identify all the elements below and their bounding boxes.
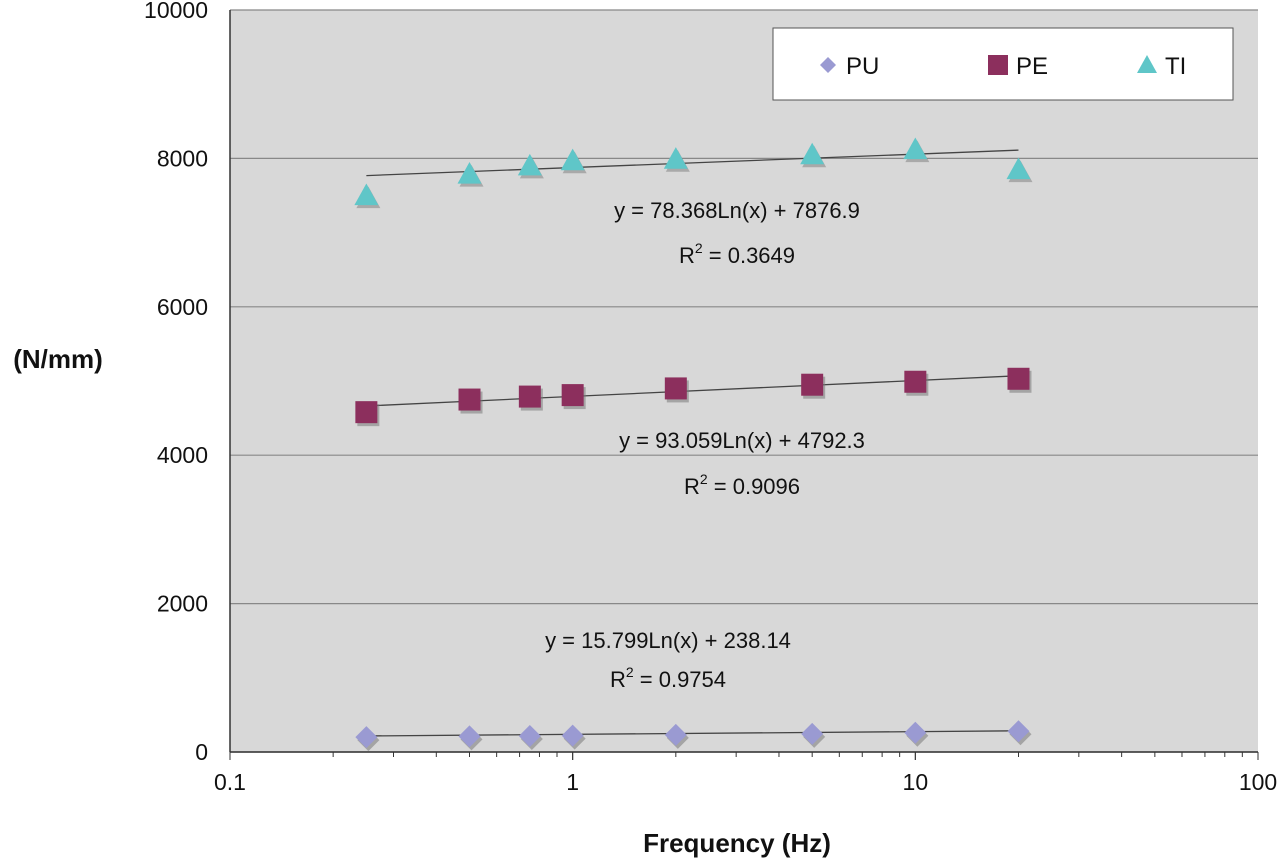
data-point-pu <box>518 725 543 751</box>
plot-area <box>230 10 1258 752</box>
legend-label-pe: PE <box>1016 53 1048 80</box>
y-tick-label: 8000 <box>157 145 208 171</box>
y-tick-label: 4000 <box>157 442 208 468</box>
data-point-ti <box>1006 157 1033 183</box>
x-tick-labels: 0.1 1 10 100 <box>214 769 1277 795</box>
r2-exponent: 2 <box>700 471 708 487</box>
y-tick-label: 0 <box>195 739 208 765</box>
trend-r2-ti: R2 = 0.3649 <box>679 240 795 268</box>
data-point-pu <box>1007 720 1032 746</box>
x-tick-label: 0.1 <box>214 769 246 795</box>
x-tick-label: 1 <box>566 769 579 795</box>
data-point-pe <box>518 385 543 411</box>
data-point-ti <box>903 137 930 163</box>
legend-label-ti: TI <box>1165 53 1186 80</box>
data-point-pu <box>664 723 689 749</box>
legend: PU PE TI <box>772 27 1234 101</box>
r2-value: = 0.3649 <box>703 243 795 268</box>
data-point-pe <box>904 370 929 396</box>
data-point-pu <box>561 724 586 750</box>
data-point-pe <box>801 373 826 399</box>
legend-marker-pe <box>988 55 1008 75</box>
y-tick-label: 2000 <box>157 591 208 617</box>
x-tick-label: 100 <box>1239 769 1277 795</box>
r2-symbol: R <box>679 243 695 268</box>
legend-label-pu: PU <box>846 53 879 80</box>
legend-marker-ti <box>1137 55 1157 73</box>
trend-r2-pe: R2 = 0.9096 <box>684 471 800 499</box>
r2-value: = 0.9754 <box>634 667 726 692</box>
data-point-pu <box>458 725 483 751</box>
legend-marker-pu <box>820 57 836 73</box>
y-axis-title: (N/mm) <box>13 344 103 374</box>
data-point-ti <box>560 148 587 174</box>
trend-r2-pu: R2 = 0.9754 <box>610 664 726 692</box>
data-point-pu <box>801 722 826 748</box>
data-point-pe <box>1007 367 1032 393</box>
y-tick-label: 10000 <box>144 0 208 23</box>
data-point-ti <box>354 183 381 209</box>
r2-value: = 0.9096 <box>708 474 800 499</box>
x-axis-title: Frequency (Hz) <box>643 828 831 858</box>
trend-equation-pu: y = 15.799Ln(x) + 238.14 <box>545 628 791 653</box>
r2-exponent: 2 <box>626 664 634 680</box>
data-point-pe <box>355 401 380 427</box>
legend-items: PU PE TI <box>820 53 1186 80</box>
r2-symbol: R <box>684 474 700 499</box>
x-minor-ticks <box>229 752 1259 760</box>
data-point-pe <box>561 384 586 410</box>
r2-symbol: R <box>610 667 626 692</box>
data-point-pu <box>355 726 380 752</box>
y-tick-labels: 0 2000 4000 6000 8000 10000 <box>144 0 208 765</box>
r2-exponent: 2 <box>695 240 703 256</box>
data-points <box>354 137 1033 752</box>
data-point-pe <box>458 388 483 414</box>
data-point-pu <box>904 721 929 747</box>
y-tick-label: 6000 <box>157 294 208 320</box>
data-point-pe <box>664 377 689 403</box>
trend-equation-pe: y = 93.059Ln(x) + 4792.3 <box>619 428 865 453</box>
data-point-ti <box>663 147 690 172</box>
data-point-ti <box>800 142 827 168</box>
data-point-ti <box>517 153 544 179</box>
x-tick-label: 10 <box>903 769 929 795</box>
trend-equation-ti: y = 78.368Ln(x) + 7876.9 <box>614 198 860 223</box>
data-point-ti <box>457 161 484 187</box>
